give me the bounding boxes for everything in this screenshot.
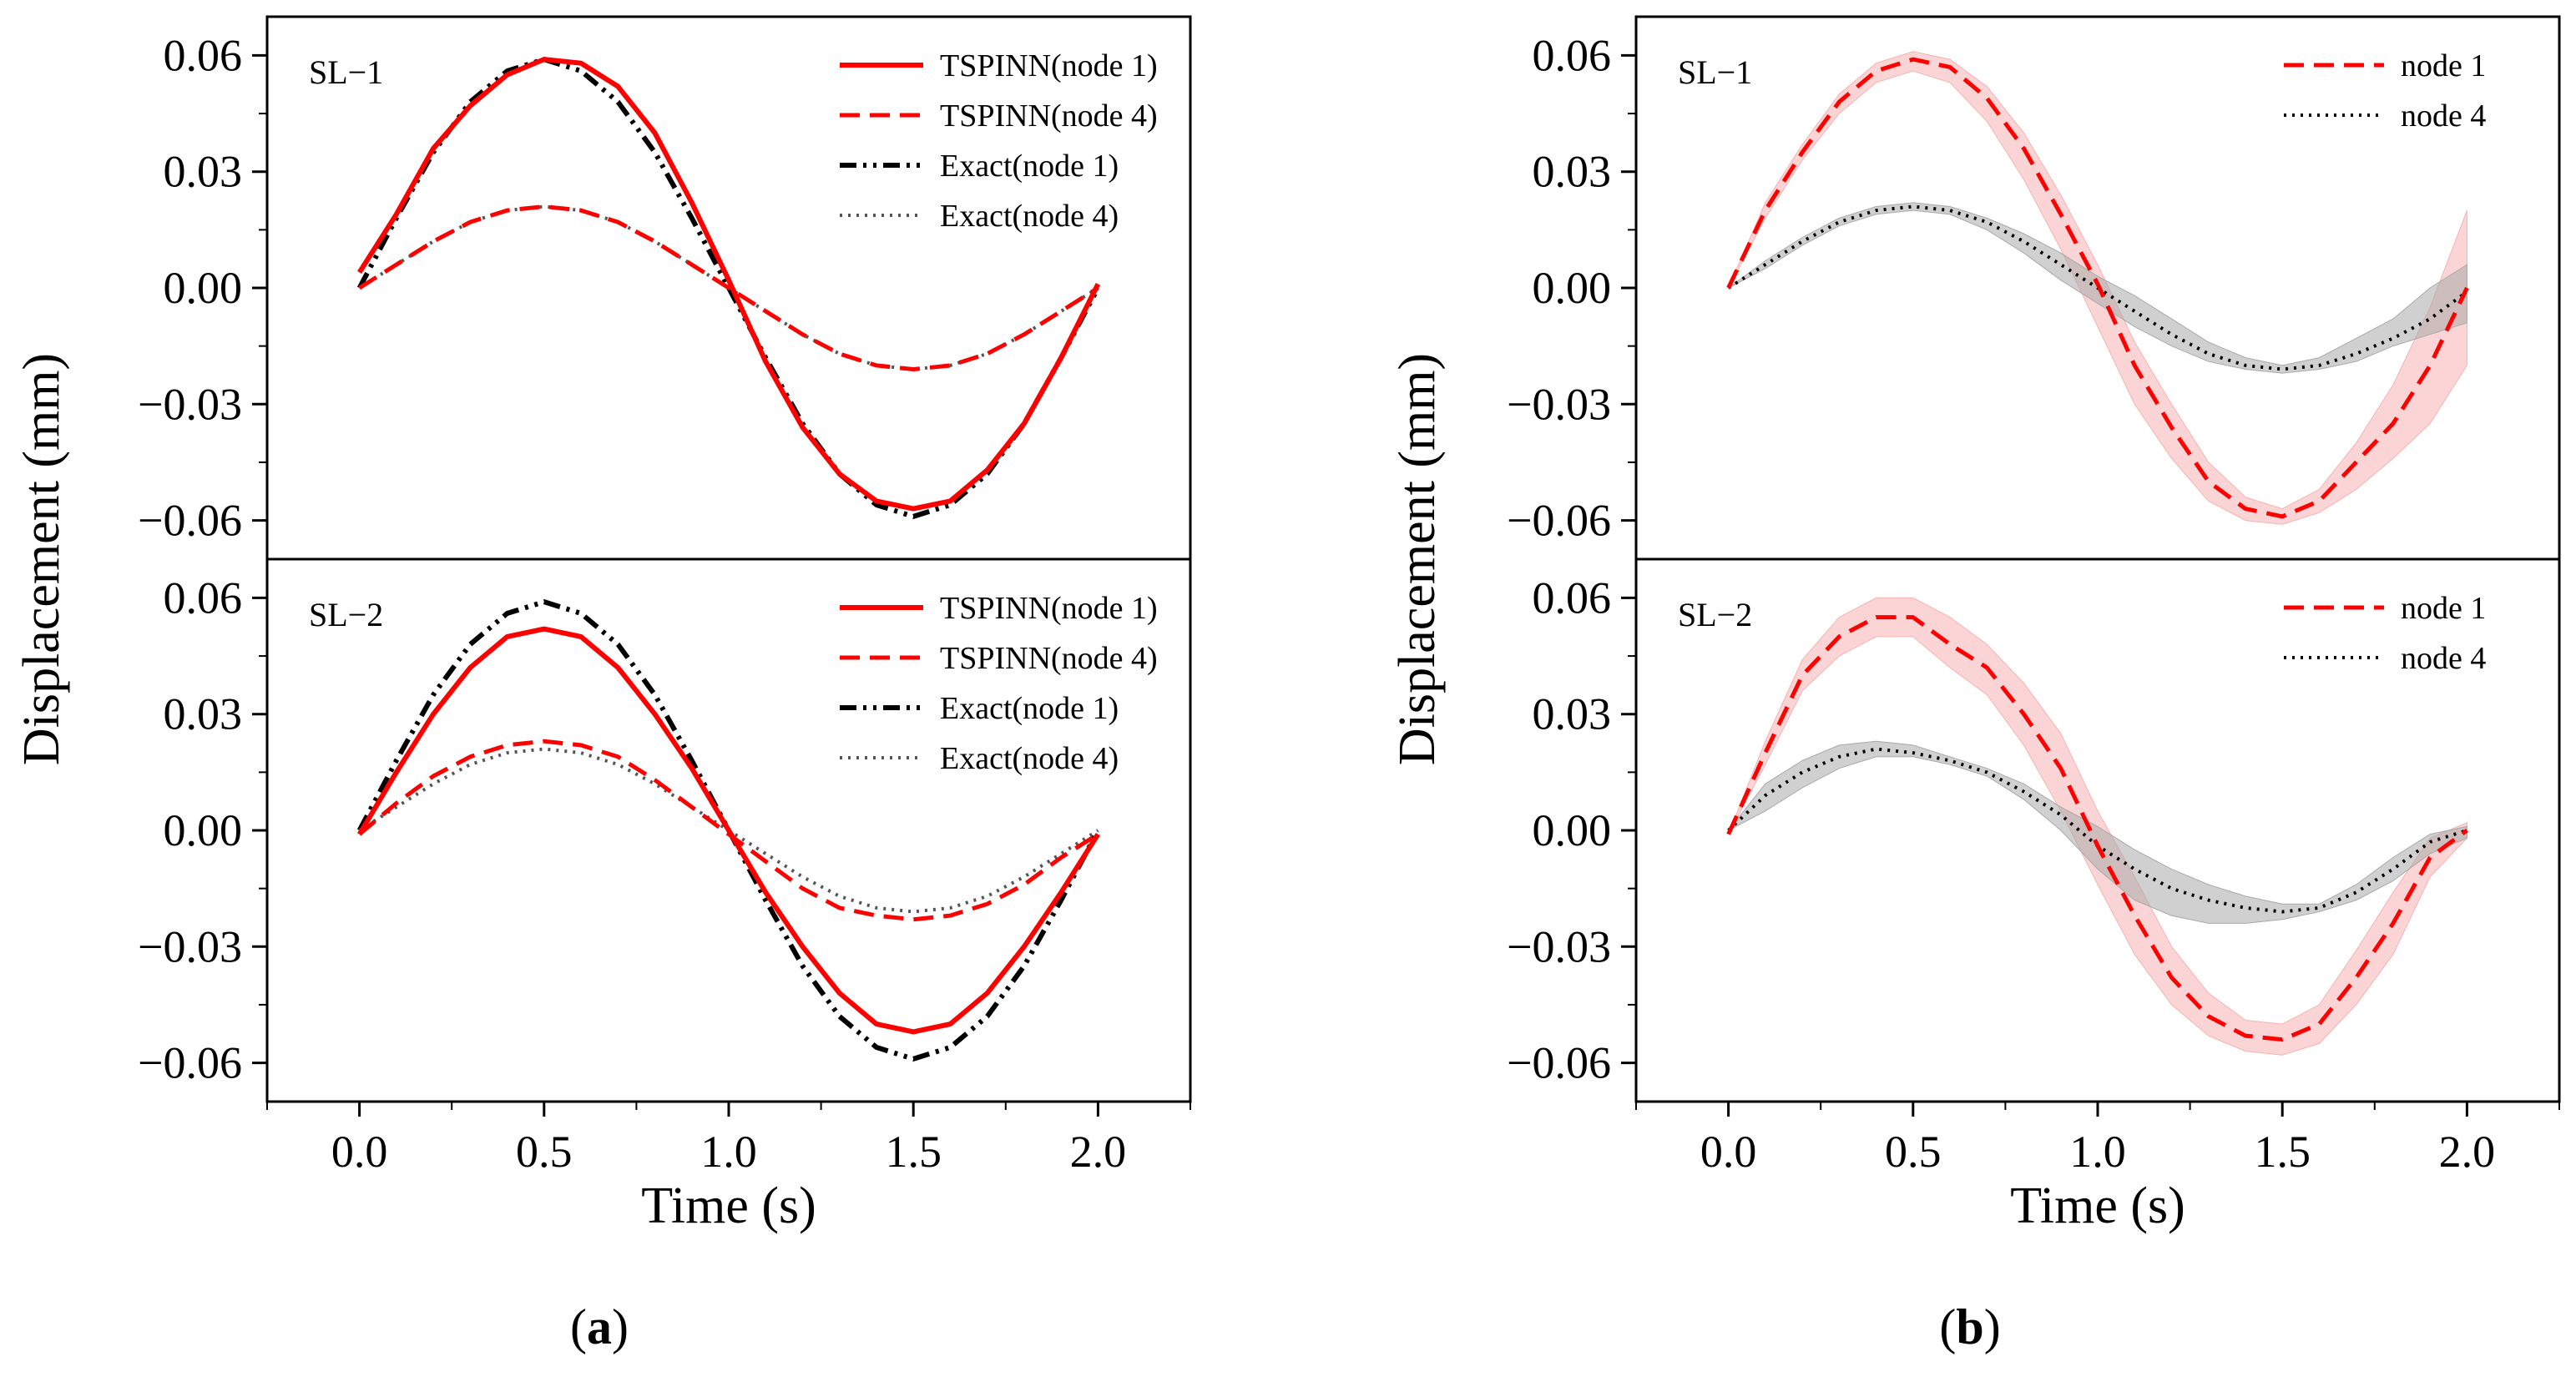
series-line-1 bbox=[357, 57, 1101, 512]
y-tick-label: 0.03 bbox=[1533, 689, 1612, 739]
y-tick-label: −0.06 bbox=[138, 496, 242, 546]
y-tick-label: 0.06 bbox=[1533, 30, 1612, 80]
y-tick-label: −0.06 bbox=[1507, 1038, 1611, 1088]
x-tick-label: 0.0 bbox=[331, 1127, 388, 1177]
legend-label-2: TSPINN(node 4) bbox=[940, 641, 1158, 676]
series-line-1 bbox=[1726, 615, 2468, 1042]
y-tick-label: 0.03 bbox=[164, 689, 243, 739]
x-axis-title: Time (s) bbox=[641, 1178, 816, 1234]
y-tick-label: 0.00 bbox=[1533, 263, 1612, 313]
caption-a: (a) bbox=[570, 1299, 629, 1354]
y-tick-label: 0.06 bbox=[1533, 572, 1612, 623]
legend-label-3: Exact(node 1) bbox=[940, 149, 1119, 184]
chart-a: 0.06 0.03 0.00 −0.03 −0.06 SL−1 TSPINN(node 1)… bbox=[13, 15, 1192, 1234]
y-tick-label: 0.00 bbox=[164, 805, 243, 855]
x-tick-label: 1.0 bbox=[2069, 1127, 2126, 1177]
y-tick-label: −0.06 bbox=[1507, 496, 1611, 546]
x-tick-label: 0.5 bbox=[1885, 1127, 1942, 1177]
panel-label: SL−1 bbox=[309, 53, 383, 91]
x-tick-label: 2.0 bbox=[2439, 1127, 2496, 1177]
y-tick-label: −0.03 bbox=[1507, 379, 1611, 429]
y-tick-label: 0.03 bbox=[164, 147, 243, 197]
legend-label-4: Exact(node 4) bbox=[940, 741, 1119, 776]
legend-label-1: node 1 bbox=[2401, 48, 2486, 83]
x-axis-title: Time (s) bbox=[2010, 1178, 2185, 1234]
panel-label: SL−1 bbox=[1678, 53, 1752, 91]
x-tick-label: 1.5 bbox=[885, 1127, 942, 1177]
subplot-a-1: 0.06 0.03 0.00 −0.03 −0.06 SL−1 TSPINN(node 1)… bbox=[138, 15, 1192, 561]
y-tick-label: 0.00 bbox=[164, 263, 243, 313]
caption-b: (b) bbox=[1939, 1299, 2000, 1354]
x-tick-label: 2.0 bbox=[1070, 1127, 1127, 1177]
legend-label-1: TSPINN(node 1) bbox=[940, 48, 1158, 83]
y-tick-label: −0.03 bbox=[138, 379, 242, 429]
y-tick-label: 0.03 bbox=[1533, 147, 1612, 197]
legend-label-2: TSPINN(node 4) bbox=[940, 98, 1158, 134]
legend-label-1: TSPINN(node 1) bbox=[940, 591, 1158, 626]
y-tick-label: −0.06 bbox=[138, 1038, 242, 1088]
x-tick-label: 0.5 bbox=[516, 1127, 573, 1177]
y-tick-label: 0.00 bbox=[1533, 805, 1612, 855]
x-tick-label: 1.0 bbox=[700, 1127, 757, 1177]
legend-label-1: node 1 bbox=[2401, 591, 2486, 626]
series-line-1 bbox=[1726, 57, 2469, 519]
subplot-b-2: 0.06 0.03 0.00 −0.03 −0.06 SL−2 node 1 node 4 bbox=[1507, 557, 2561, 1103]
legend-label-4: Exact(node 4) bbox=[940, 199, 1119, 234]
y-tick-label: −0.03 bbox=[138, 921, 242, 971]
panel-label: SL−2 bbox=[309, 596, 383, 633]
panel-label: SL−2 bbox=[1678, 596, 1752, 633]
x-tick-label: 1.5 bbox=[2254, 1127, 2311, 1177]
confidence-band-2 bbox=[1728, 740, 2467, 924]
y-tick-label: 0.06 bbox=[164, 30, 243, 80]
legend-label-2: node 4 bbox=[2401, 98, 2486, 134]
y-tick-label: −0.03 bbox=[1507, 921, 1611, 971]
x-tick-label: 0.0 bbox=[1700, 1127, 1757, 1177]
series-line-2 bbox=[358, 204, 1099, 371]
subplot-a-2: 0.06 0.03 0.00 −0.03 −0.06 SL−2 TSPINN(node 1)… bbox=[138, 557, 1192, 1103]
subplot-b-1: 0.06 0.03 0.00 −0.03 −0.06 SL−1 node 1 node 4 bbox=[1507, 15, 2561, 561]
series-line-2 bbox=[357, 739, 1099, 922]
y-axis-title: Displacement (mm) bbox=[13, 353, 70, 765]
legend-label-3: Exact(node 1) bbox=[940, 691, 1119, 726]
y-axis-title: Displacement (mm) bbox=[1389, 353, 1446, 765]
y-tick-label: 0.06 bbox=[164, 572, 243, 623]
legend-label-2: node 4 bbox=[2401, 641, 2486, 676]
series-line-1 bbox=[357, 626, 1100, 1035]
